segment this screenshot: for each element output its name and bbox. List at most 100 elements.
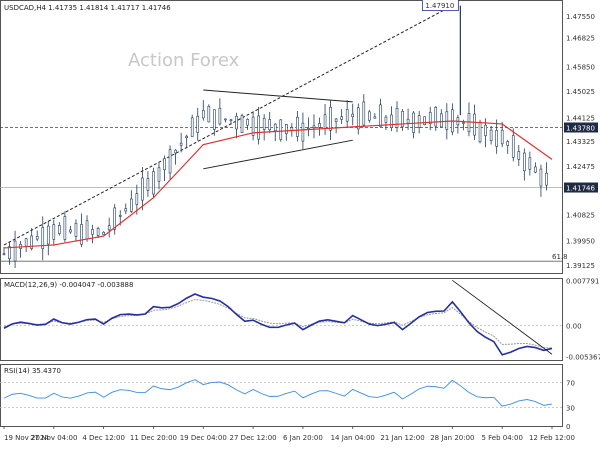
candle-body (13, 240, 17, 262)
watermark: Action Forex (128, 50, 240, 71)
candle-body (517, 151, 521, 160)
price-axis-label: 1.40825 (566, 212, 595, 220)
candle-body (218, 107, 222, 125)
time-axis-label: 12 Feb 12:00 (529, 434, 575, 442)
candle-body (534, 166, 537, 173)
time-axis-label: 14 Jan 04:00 (331, 434, 375, 442)
time-axis-label: 11 Dec 20:00 (130, 434, 177, 442)
candle-body (224, 118, 227, 121)
rsi-axis-label: 30 (566, 404, 575, 412)
candle-body (484, 124, 487, 137)
candle-body (323, 114, 327, 129)
time-axis-label: 4 Dec 12:00 (82, 434, 125, 442)
candle-body (246, 119, 249, 126)
price-axis-label: 1.46825 (566, 35, 595, 43)
candle-body (428, 111, 432, 124)
candle-body (489, 129, 493, 142)
candle-body (8, 246, 11, 260)
candle-body (163, 158, 166, 171)
candle-body (423, 116, 426, 125)
candle-body (511, 135, 515, 158)
candle-body (545, 172, 548, 186)
candle-body (118, 215, 122, 217)
candle-body (384, 116, 388, 123)
candle-body (58, 225, 61, 234)
candle-body (146, 178, 150, 191)
candle-body (185, 135, 188, 138)
candle-body (439, 113, 443, 128)
candle-body (478, 121, 482, 143)
candle-body (368, 111, 371, 121)
time-axis-label: 6 Jan 20:00 (283, 434, 323, 442)
candle-body (296, 116, 299, 137)
time-axis-label: 28 Jan 20:00 (430, 434, 474, 442)
candle-body (379, 104, 382, 127)
candle-body (35, 235, 39, 240)
candle-body (41, 227, 45, 250)
candle-body (285, 124, 288, 134)
ref-price-label: 1.43780 (566, 124, 595, 132)
candle-body (91, 229, 94, 235)
candle-body (262, 117, 266, 130)
candle-body (240, 115, 244, 134)
candle-body (130, 198, 133, 212)
candle-body (528, 157, 532, 170)
candle-body (141, 177, 144, 201)
fib-label: 61.8 (552, 253, 568, 261)
candle-body (69, 229, 72, 233)
candle-body (196, 115, 200, 133)
price-axis-label: 1.45850 (566, 63, 595, 71)
candle-body (329, 106, 332, 131)
rsi-line (3, 379, 553, 407)
candle-body (74, 223, 78, 237)
candle-body (523, 152, 526, 172)
candle-body (257, 115, 260, 140)
candle-body (340, 116, 343, 120)
candle-body (174, 149, 177, 154)
price-axis-label: 1.39950 (566, 238, 595, 246)
candle-body (213, 109, 216, 130)
moving-average-line (3, 120, 553, 249)
candle-body (80, 224, 83, 245)
price-axis-label: 1.47550 (566, 13, 595, 21)
price-axis-label: 1.45025 (566, 88, 595, 96)
candle-body (434, 106, 438, 127)
main-header-text: USDCAD,H4 1.41735 1.41814 1.41717 1.4174… (4, 4, 171, 12)
candle-body (2, 253, 6, 255)
macd-axis-label: -0.005367 (566, 353, 600, 361)
macd-header-text: MACD(12,26,9) -0.004047 -0.003888 (4, 281, 133, 289)
candle-body (96, 228, 100, 236)
candle-body (201, 110, 205, 119)
time-axis-label: 19 Dec 04:00 (180, 434, 227, 442)
price-axis-label: 1.42475 (566, 163, 595, 171)
candle-body (135, 193, 139, 205)
time-axis-label: 27 Nov 04:00 (30, 434, 77, 442)
candle-body (390, 114, 393, 128)
candle-body (462, 122, 465, 124)
candle-body (318, 123, 321, 128)
candle-body (279, 119, 283, 140)
candle-body (539, 168, 543, 187)
candle-body (495, 130, 498, 147)
candle-body (345, 109, 349, 122)
candle-body (473, 113, 476, 136)
candle-body (179, 142, 183, 146)
candle-body (24, 238, 28, 247)
candle-body (63, 216, 67, 240)
candle-body (107, 225, 111, 231)
macd-axis-label: 0.00 (566, 322, 582, 330)
current-price-label: 1.41746 (566, 185, 595, 193)
high-tag-text: 1.47910 (425, 2, 454, 10)
candle-body (46, 225, 50, 245)
current-price-tag (564, 182, 598, 193)
trendline-2 (203, 139, 353, 170)
time-axis-label: 27 Dec 12:00 (230, 434, 277, 442)
candle-body (229, 119, 233, 122)
candle-body (312, 125, 316, 129)
high-tag-box (421, 0, 459, 12)
candle-body (401, 110, 404, 128)
trendline-1 (203, 89, 353, 103)
candle-body (445, 111, 449, 130)
candle-body (168, 149, 172, 174)
